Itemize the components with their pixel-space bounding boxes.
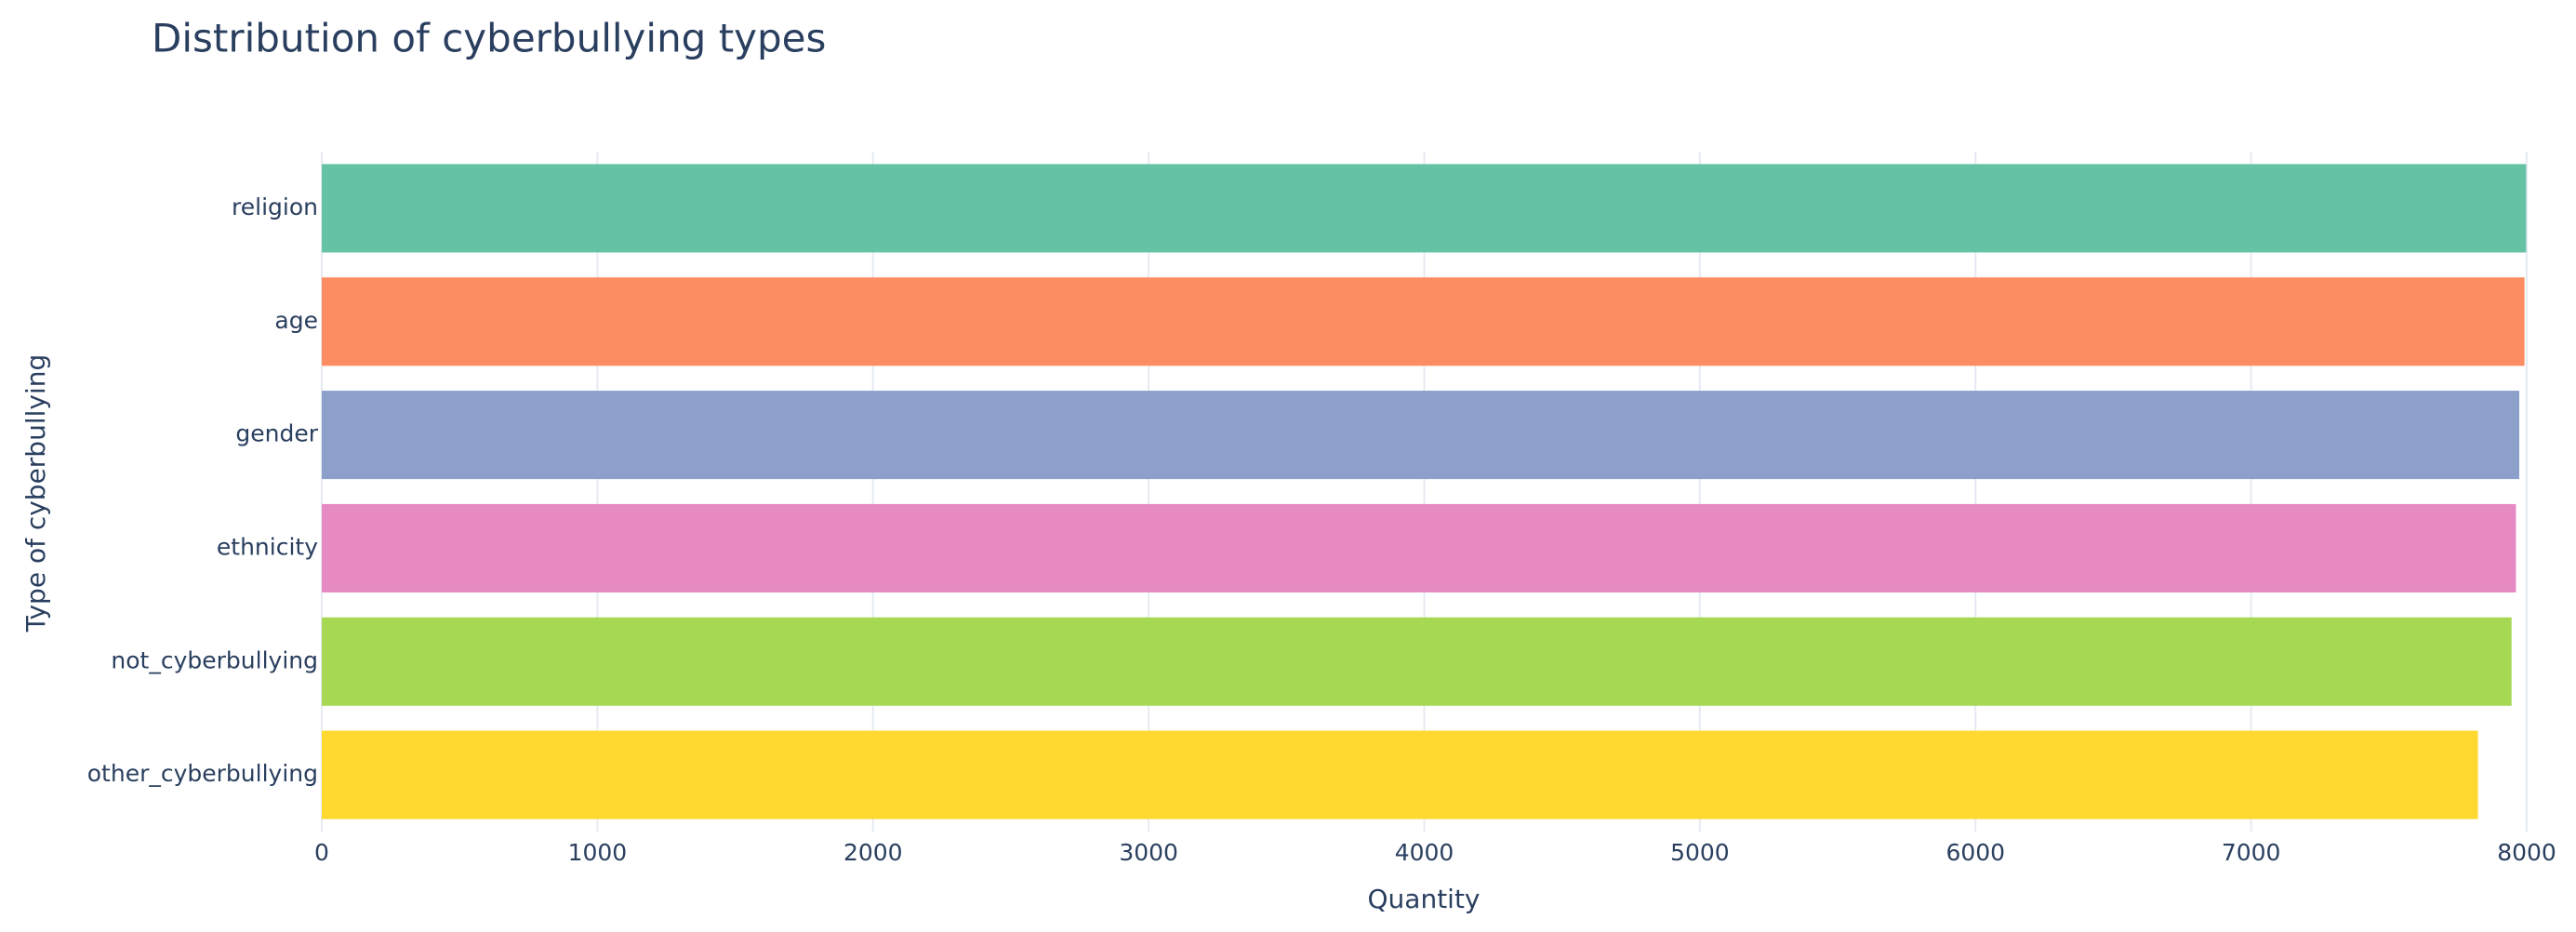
x-tick-label: 2000 bbox=[843, 839, 903, 866]
x-axis-title: Quantity bbox=[1368, 884, 1481, 914]
y-axis-title: Type of cyberbullying bbox=[20, 354, 51, 633]
x-tick-label: 7000 bbox=[2222, 839, 2281, 866]
x-tick-label: 4000 bbox=[1395, 839, 1454, 866]
y-tick-label: ethnicity bbox=[217, 533, 318, 560]
x-tick-label: 1000 bbox=[568, 839, 628, 866]
y-tick-label: age bbox=[274, 307, 318, 334]
y-tick-label: not_cyberbullying bbox=[111, 646, 318, 673]
y-tick-label: gender bbox=[235, 420, 318, 447]
bar bbox=[322, 730, 2478, 819]
bar bbox=[322, 617, 2512, 706]
x-tick-label: 0 bbox=[314, 839, 329, 866]
y-tick-label: religion bbox=[232, 193, 318, 220]
x-tick-label: 8000 bbox=[2497, 839, 2556, 866]
bar bbox=[322, 164, 2527, 253]
y-tick-label: other_cyberbullying bbox=[87, 760, 318, 787]
chart-title: Distribution of cyberbullying types bbox=[152, 16, 826, 61]
x-tick-label: 6000 bbox=[1945, 839, 2005, 866]
bar bbox=[322, 503, 2516, 592]
bar bbox=[322, 277, 2525, 366]
x-tick-label: 3000 bbox=[1119, 839, 1178, 866]
x-tick-label: 5000 bbox=[1670, 839, 1730, 866]
bar bbox=[322, 391, 2519, 480]
